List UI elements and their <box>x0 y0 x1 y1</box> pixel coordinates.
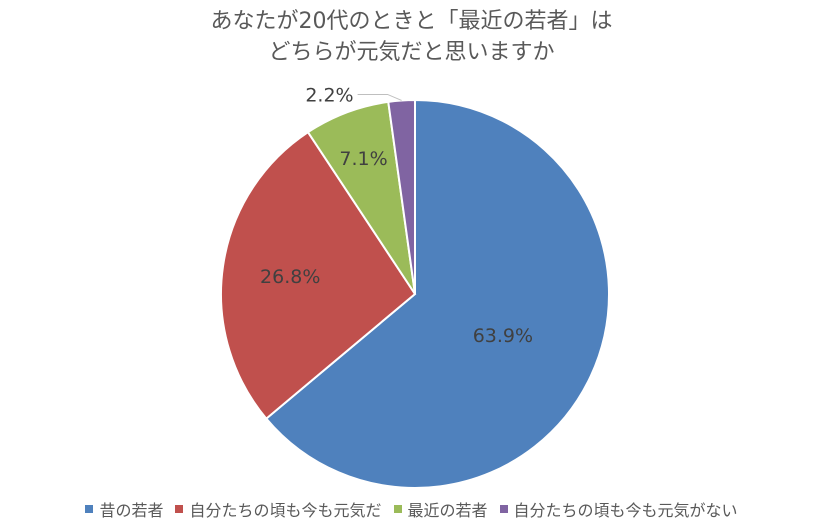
chart-title: あなたが20代のときと「最近の若者」は どちらが元気だと思いますか <box>0 6 823 68</box>
legend-swatch-both-not-genki <box>499 505 508 513</box>
legend-label-mukashi: 昔の若者 <box>99 501 164 520</box>
legend-label-saikin: 最近の若者 <box>407 501 488 520</box>
leader-line-both-not-genki <box>357 93 402 101</box>
chart-title-line-1: あなたが20代のときと「最近の若者」は <box>210 9 613 34</box>
pie-slice-mukashi <box>264 98 610 489</box>
legend-item-both-not-genki: 自分たちの頃も今も元気がない <box>499 497 738 521</box>
legend-item-both-genki: 自分たちの頃も今も元気だ <box>175 497 382 521</box>
legend-label-both-not-genki: 自分たちの頃も今も元気がない <box>513 501 738 520</box>
legend-swatch-saikin <box>393 505 402 513</box>
data-label-both-not-genki: 2.2% <box>305 84 353 106</box>
legend: 昔の若者 自分たちの頃も今も元気だ 最近の若者 自分たちの頃も今も元気がない <box>0 497 823 521</box>
legend-swatch-both-genki <box>175 505 184 513</box>
legend-item-saikin: 最近の若者 <box>393 497 488 521</box>
data-label-both-genki: 26.8% <box>260 266 320 288</box>
data-label-mukashi: 63.9% <box>473 325 533 347</box>
legend-label-both-genki: 自分たちの頃も今も元気だ <box>189 501 382 520</box>
pie-slice-both-genki <box>220 130 417 421</box>
chart-title-line-2: どちらが元気だと思いますか <box>268 40 555 65</box>
data-label-saikin: 7.1% <box>339 148 387 170</box>
legend-item-mukashi: 昔の若者 <box>85 497 163 521</box>
legend-swatch-mukashi <box>85 505 94 513</box>
pie-slice-both-not-genki <box>387 98 416 295</box>
